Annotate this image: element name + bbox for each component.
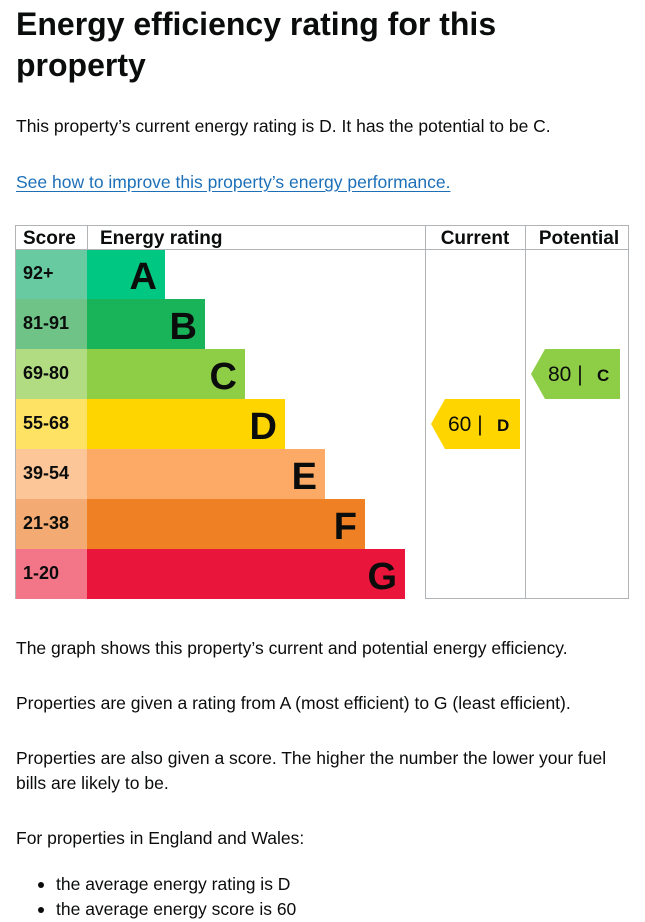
rating-bar [87, 549, 405, 599]
score-cell [15, 499, 87, 549]
energy-rating-header: Energy rating [100, 228, 222, 249]
average-rating-item: the average energy rating is D [16, 872, 296, 897]
rating-letter: G [367, 556, 397, 598]
score-label: 81-91 [23, 313, 69, 333]
current-rating-arrow [431, 399, 520, 449]
score-cell [15, 399, 87, 449]
rating-bar [87, 499, 365, 549]
rating-bar [87, 399, 285, 449]
score-label: 69-80 [23, 363, 69, 383]
regional-intro: For properties in England and Wales: [16, 828, 305, 848]
score-cell [15, 349, 87, 399]
average-list: the average energy rating is D the avera… [16, 872, 296, 922]
rating-explanation: Properties are given a rating from A (mo… [16, 693, 571, 713]
potential-rating-arrow [531, 349, 620, 399]
potential-rating-letter-label: C [597, 366, 609, 385]
score-label: 21-38 [23, 513, 69, 533]
potential-rating-score-label: 80 | [548, 363, 583, 386]
rating-letter: C [210, 356, 237, 398]
score-header: Score [23, 228, 76, 249]
average-score-item: the average energy score is 60 [16, 897, 296, 922]
graph-explanation: The graph shows this property’s current … [16, 638, 568, 658]
current-rating-letter-label: D [497, 416, 509, 435]
page-title: Energy efficiency rating for this proper… [16, 6, 497, 83]
rating-letter: F [334, 506, 357, 548]
score-label: 92+ [23, 263, 54, 283]
rating-bar [87, 249, 165, 299]
current-rating-score-label: 60 | [448, 413, 483, 436]
rating-letter: D [250, 406, 277, 448]
improve-performance-link[interactable]: See how to improve this property’s energ… [16, 172, 451, 192]
rating-letter: A [130, 256, 157, 298]
rating-summary: This property’s current energy rating is… [16, 116, 551, 136]
rating-bar [87, 449, 325, 499]
energy-rating-chart: 92+ A 81-91 B 69-80 C 55-68 D 39-54 E 21-38 F 1-20 G S… [15, 225, 629, 599]
rating-letter: E [292, 456, 317, 498]
score-cell [15, 299, 87, 349]
rating-bar [87, 349, 245, 399]
score-label: 1-20 [23, 563, 59, 583]
score-label: 39-54 [23, 463, 69, 483]
rating-bar [87, 299, 205, 349]
score-cell [15, 549, 87, 599]
current-header: Current [441, 228, 510, 249]
score-label: 55-68 [23, 413, 69, 433]
score-explanation: Properties are also given a score. The h… [16, 748, 607, 793]
potential-header: Potential [539, 228, 619, 249]
score-cell [15, 449, 87, 499]
rating-letter: B [170, 306, 197, 348]
score-cell [15, 249, 87, 299]
